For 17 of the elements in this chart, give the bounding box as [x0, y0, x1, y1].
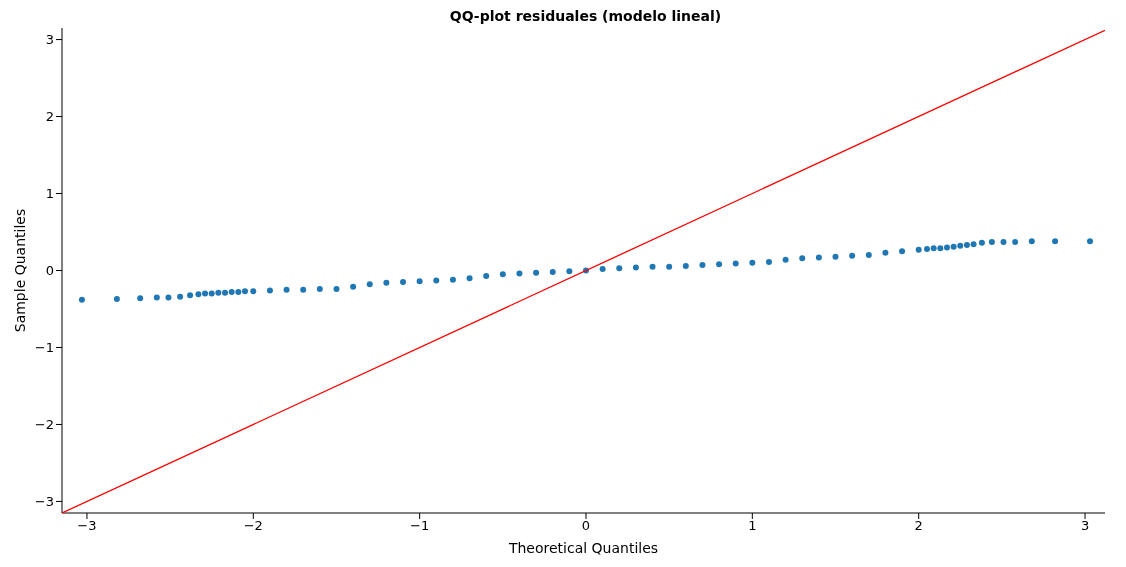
y-tick-label: −2 — [34, 417, 54, 433]
y-tick-label: 2 — [45, 109, 54, 125]
x-tick-label: 0 — [581, 518, 591, 534]
x-tick-label: −3 — [77, 518, 97, 534]
x-axis-title: Theoretical Quantiles — [507, 540, 659, 556]
y-tick-label: −1 — [34, 340, 54, 356]
x-tick-label: −1 — [410, 518, 430, 534]
x-tick-label: 1 — [748, 518, 757, 534]
x-tick-label: 3 — [1080, 518, 1090, 534]
y-tick-label: 3 — [45, 32, 54, 48]
y-tick-label: 0 — [45, 263, 54, 279]
x-tick-label: 2 — [914, 518, 923, 534]
y-tick-label: −3 — [34, 494, 54, 510]
x-tick-label: −2 — [243, 518, 263, 534]
y-axis-title: Sample Quantiles — [11, 208, 28, 333]
y-tick-label: 1 — [45, 186, 54, 202]
chart-title: QQ-plot residuales (modelo lineal) — [448, 8, 723, 26]
